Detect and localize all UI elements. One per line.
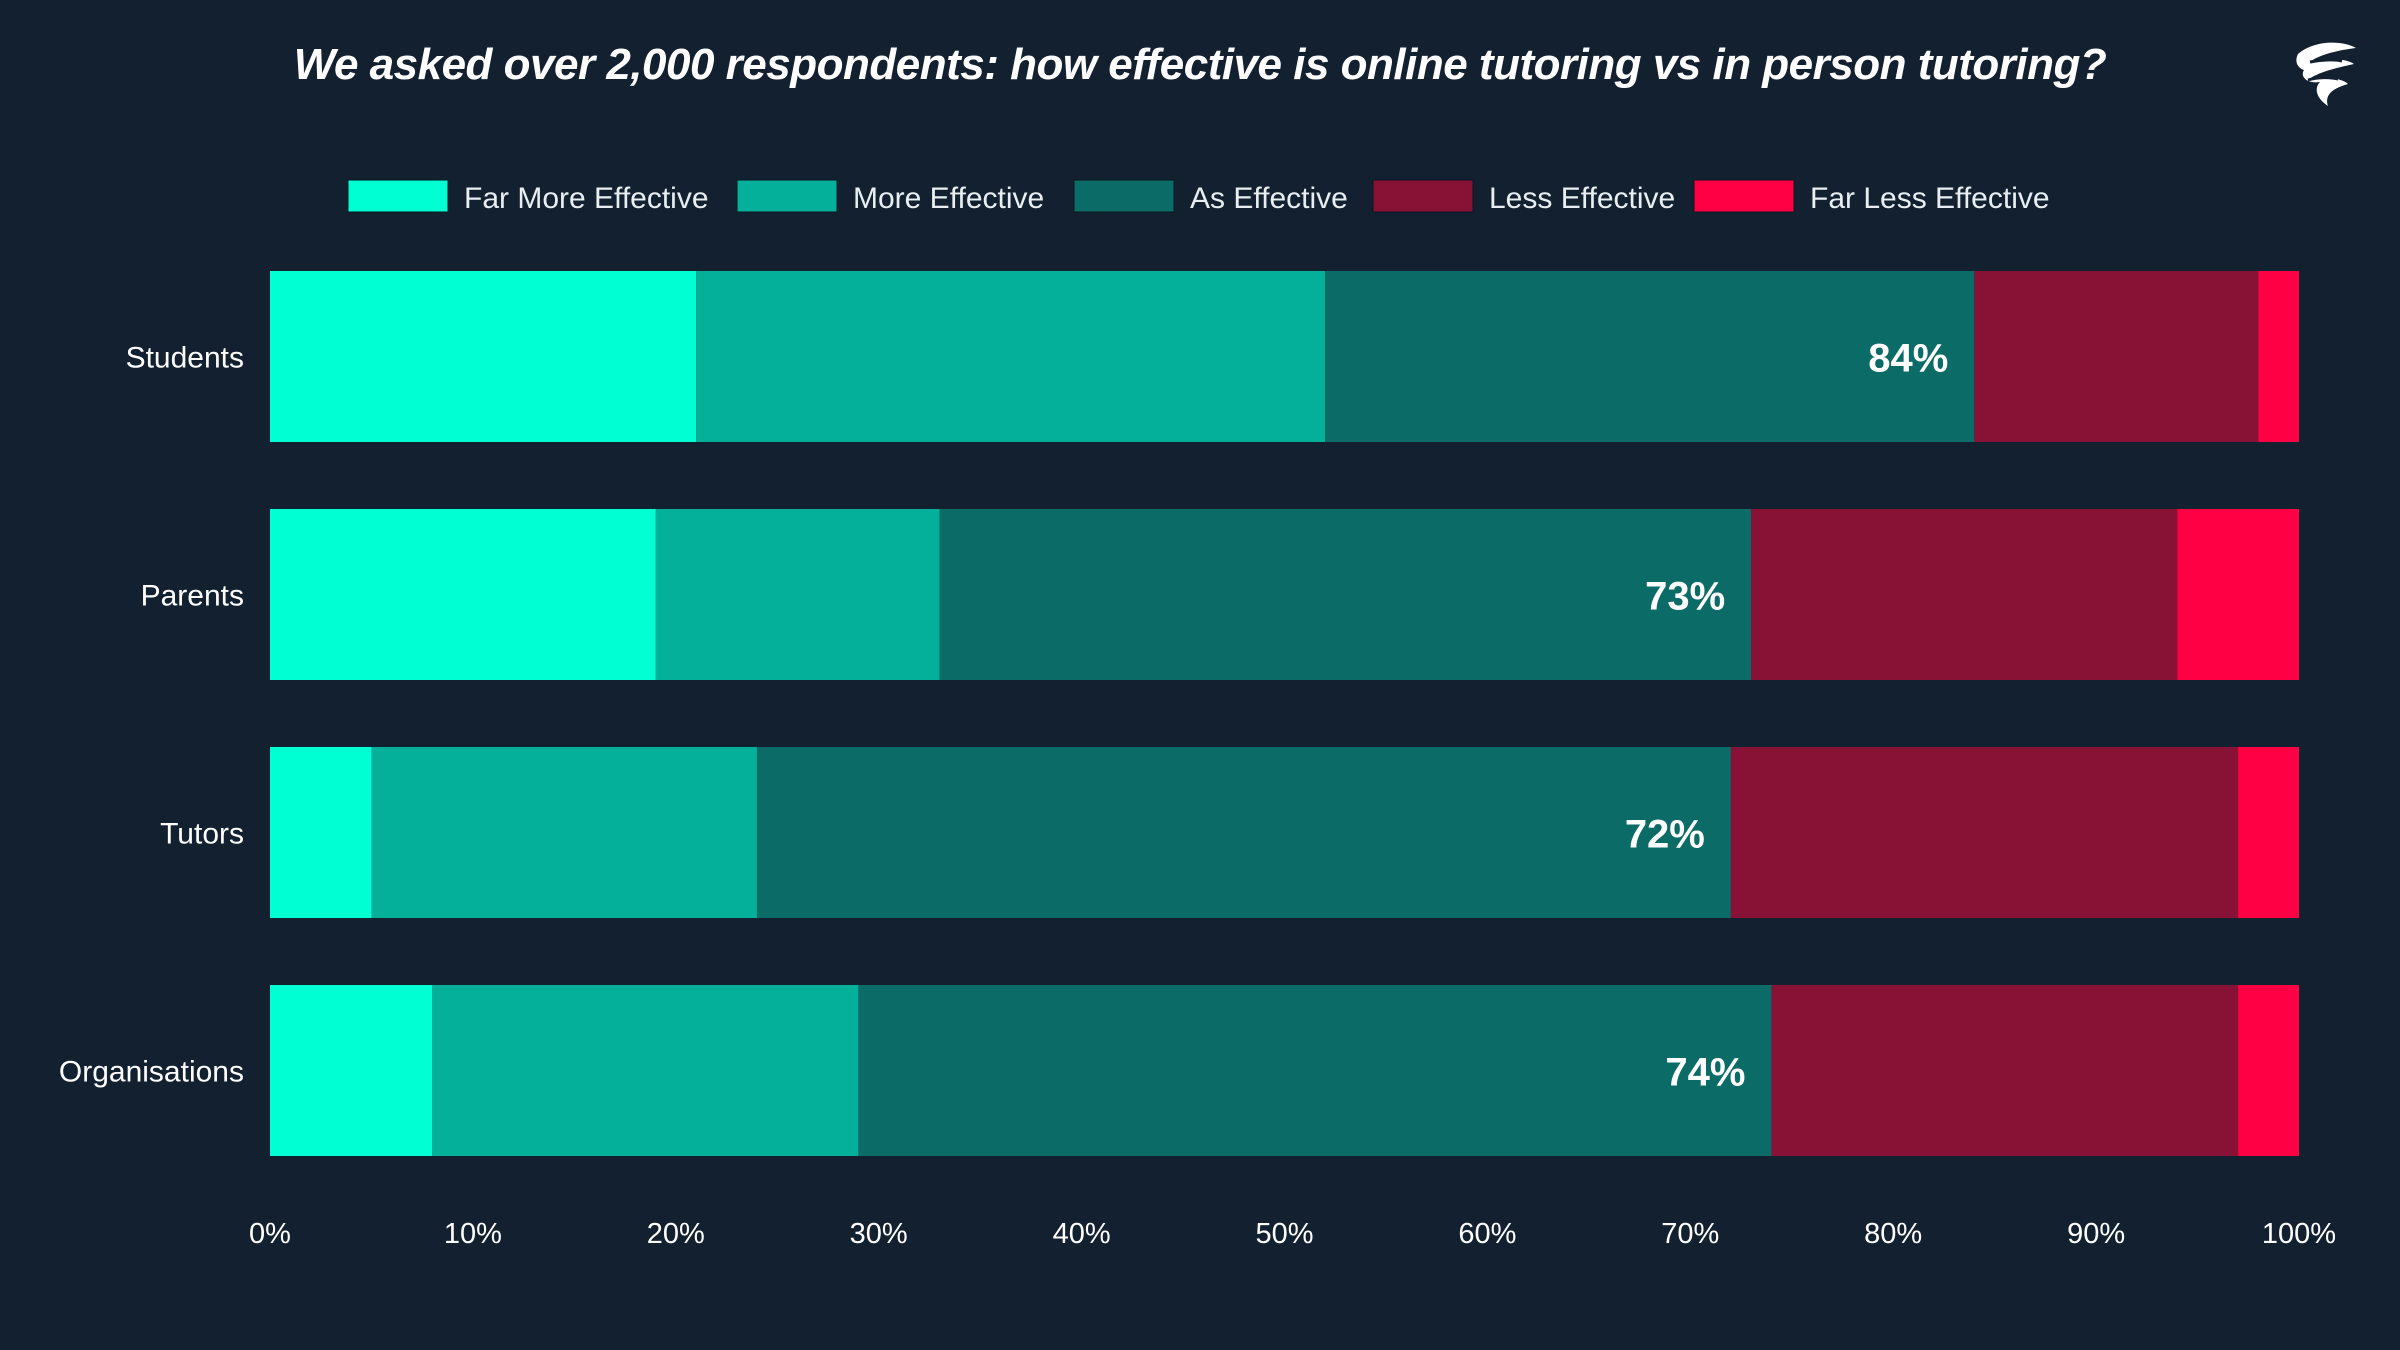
chart-title: We asked over 2,000 respondents: how eff… xyxy=(293,40,2107,89)
bar-tutors-far-more-effective xyxy=(270,747,372,918)
bar-students-less-effective xyxy=(1974,271,2259,442)
category-label-tutors: Tutors xyxy=(160,818,244,851)
legend-swatch-far-more-effective xyxy=(347,179,449,213)
x-tick-label: 30% xyxy=(850,1218,908,1250)
bar-tutors-more-effective xyxy=(371,747,757,918)
x-tick-label: 100% xyxy=(2262,1218,2336,1250)
legend-label-far-more-effective: Far More Effective xyxy=(464,182,709,215)
x-tick-label: 50% xyxy=(1255,1218,1313,1250)
legend-swatch-as-effective xyxy=(1073,179,1175,213)
x-tick-label: 40% xyxy=(1053,1218,1111,1250)
x-tick-label: 20% xyxy=(647,1218,705,1250)
bar-parents-less-effective xyxy=(1751,509,2178,680)
bar-parents-far-more-effective xyxy=(270,509,656,680)
bar-parents-far-less-effective xyxy=(2177,509,2299,680)
x-tick-label: 10% xyxy=(444,1218,502,1250)
bar-organisations-less-effective xyxy=(1771,985,2239,1156)
legend-label-far-less-effective: Far Less Effective xyxy=(1810,182,2050,215)
legend-label-more-effective: More Effective xyxy=(853,182,1044,215)
bar-percentage-label: 84% xyxy=(1868,337,1948,381)
bar-students-as-effective xyxy=(1325,271,1975,442)
x-tick-label: 60% xyxy=(1458,1218,1516,1250)
bar-tutors-as-effective xyxy=(756,747,1731,918)
legend-swatch-more-effective xyxy=(736,179,838,213)
bar-students-far-less-effective xyxy=(2258,271,2299,442)
x-tick-label: 0% xyxy=(249,1218,291,1250)
bar-organisations-far-more-effective xyxy=(270,985,433,1156)
bar-organisations-more-effective xyxy=(432,985,859,1156)
category-label-organisations: Organisations xyxy=(59,1056,244,1089)
category-label-students: Students xyxy=(126,342,244,375)
bar-parents-more-effective xyxy=(655,509,940,680)
legend-swatch-less-effective xyxy=(1372,179,1474,213)
bar-percentage-label: 72% xyxy=(1625,813,1705,857)
bar-organisations-as-effective xyxy=(858,985,1772,1156)
legend-swatch-far-less-effective xyxy=(1693,179,1795,213)
bar-organisations-far-less-effective xyxy=(2238,985,2299,1156)
brand-logo-icon xyxy=(2296,42,2356,106)
x-tick-label: 90% xyxy=(2067,1218,2125,1250)
x-tick-label: 70% xyxy=(1661,1218,1719,1250)
bar-percentage-label: 73% xyxy=(1645,575,1725,619)
bar-students-more-effective xyxy=(696,271,1326,442)
bar-parents-as-effective xyxy=(939,509,1752,680)
bar-percentage-label: 74% xyxy=(1665,1051,1745,1095)
category-label-parents: Parents xyxy=(141,580,244,613)
x-tick-label: 80% xyxy=(1864,1218,1922,1250)
bar-students-far-more-effective xyxy=(270,271,697,442)
legend-label-less-effective: Less Effective xyxy=(1489,182,1675,215)
legend-label-as-effective: As Effective xyxy=(1190,182,1348,215)
bar-tutors-less-effective xyxy=(1730,747,2239,918)
bar-tutors-far-less-effective xyxy=(2238,747,2299,918)
